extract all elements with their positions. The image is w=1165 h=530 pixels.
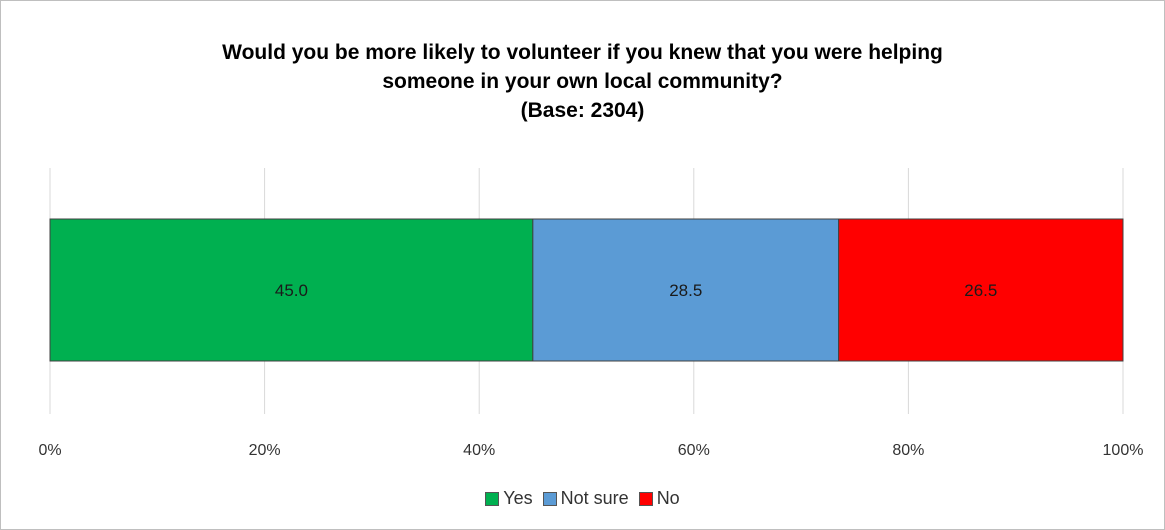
legend-item-not-sure: Not sure xyxy=(542,488,629,509)
chart-title-line-3: (Base: 2304) xyxy=(520,99,645,122)
x-axis-ticks: 0% 20% 40% 60% 80% 100% xyxy=(38,442,1143,459)
legend-swatch-no xyxy=(638,491,653,506)
legend-item-yes: Yes xyxy=(485,488,533,509)
bar-segment-no xyxy=(838,218,1124,362)
legend-label-not-sure: Not sure xyxy=(560,488,629,508)
legend-item-no: No xyxy=(638,488,680,509)
legend-swatch-yes xyxy=(485,491,500,506)
data-label-yes: 45.0 xyxy=(275,281,308,300)
chart-title-line-1: Would you be more likely to volunteer if… xyxy=(222,41,943,64)
legend-label-yes: Yes xyxy=(503,488,533,508)
bar-segment-not-sure xyxy=(532,218,840,362)
legend: Yes Not sure No xyxy=(0,488,1165,509)
legend-label-no: No xyxy=(656,488,680,508)
x-tick-label-40: 40% xyxy=(463,442,495,459)
data-label-not-sure: 28.5 xyxy=(669,281,702,300)
chart-title: Would you be more likely to volunteer if… xyxy=(0,38,1165,125)
data-label-no: 26.5 xyxy=(964,281,997,300)
x-tick-label-100: 100% xyxy=(1103,442,1144,459)
x-tick-label-20: 20% xyxy=(249,442,281,459)
x-tick-label-60: 60% xyxy=(678,442,710,459)
x-tick-label-0: 0% xyxy=(38,442,61,459)
chart-title-line-2: someone in your own local community? xyxy=(382,70,783,93)
legend-swatch-not-sure xyxy=(542,491,557,506)
bar-segment-yes xyxy=(49,218,534,362)
bars: 45.0 28.5 26.5 xyxy=(49,218,1124,362)
x-tick-label-80: 80% xyxy=(892,442,924,459)
